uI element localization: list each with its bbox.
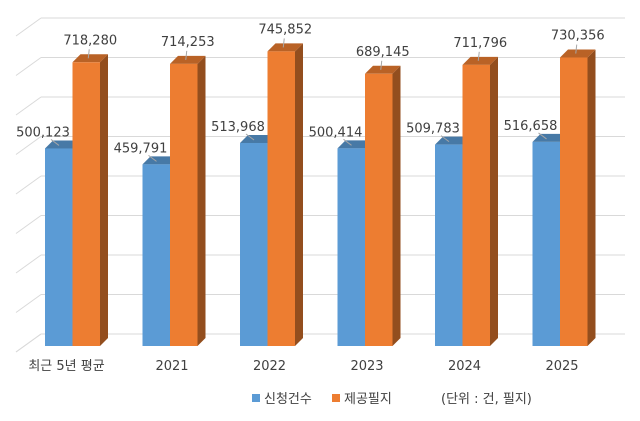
bar <box>170 55 206 347</box>
data-label: 500,414 <box>309 125 363 140</box>
data-label: 689,145 <box>356 45 410 60</box>
bar <box>365 65 401 347</box>
data-label: 500,123 <box>16 125 70 140</box>
bar <box>267 43 303 346</box>
legend: 신청건수 제공필지 (단위 : 건, 필지) <box>0 386 640 408</box>
data-label: 509,783 <box>406 122 460 137</box>
category-label: 2023 <box>350 359 383 374</box>
category-label: 2022 <box>253 359 286 374</box>
data-label: 730,356 <box>551 29 605 44</box>
category-label: 2025 <box>545 359 578 374</box>
legend-item-applications: 신청건수 <box>252 388 312 407</box>
category-label: 2021 <box>155 359 188 374</box>
category-label: 2024 <box>448 359 481 374</box>
unit-note: (단위 : 건, 필지) <box>441 392 532 407</box>
data-label: 711,796 <box>453 36 507 51</box>
legend-label: 신청건수 <box>264 392 312 407</box>
legend-label: 제공필지 <box>344 392 392 407</box>
data-labels: 500,123 718,280 459,791 714,253 513,968 745,8… <box>16 22 605 162</box>
bar <box>560 49 596 347</box>
legend-swatch-orange-icon <box>332 393 340 402</box>
data-label: 513,968 <box>211 120 265 135</box>
gridlines <box>15 17 625 353</box>
data-label: 459,791 <box>114 141 168 156</box>
data-label: 718,280 <box>63 33 117 48</box>
data-label: 516,658 <box>504 119 558 134</box>
legend-item-parcels: 제공필지 <box>332 388 392 407</box>
category-axis-labels: 최근 5년 평균 2021 2022 2023 2024 2025 <box>28 359 578 374</box>
bar <box>462 56 498 347</box>
data-label: 714,253 <box>161 35 215 50</box>
bar <box>142 156 178 346</box>
bar <box>72 54 108 347</box>
category-label: 최근 5년 평균 <box>28 359 104 374</box>
legend-swatch-blue-icon <box>252 393 260 402</box>
bar-series <box>45 43 596 347</box>
data-label: 745,852 <box>258 22 312 37</box>
